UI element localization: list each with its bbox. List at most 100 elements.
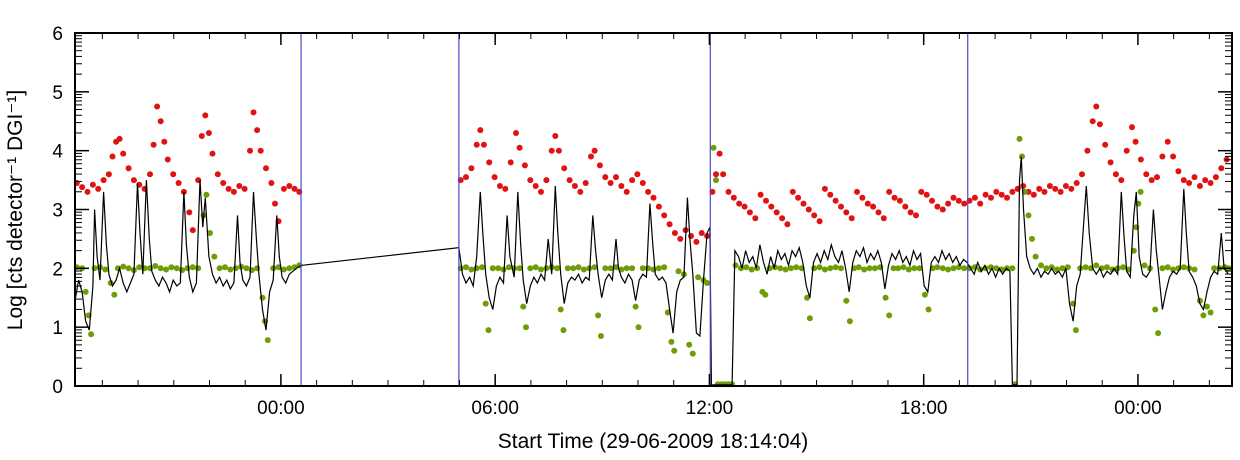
- point-high-rate-detector-red: [1159, 153, 1166, 160]
- point-high-rate-detector-red: [1137, 156, 1144, 163]
- point-high-rate-detector-red: [1148, 177, 1155, 184]
- point-high-rate-detector-red: [821, 185, 828, 192]
- point-low-rate-detector-green: [993, 265, 1000, 272]
- point-high-rate-detector-red: [521, 162, 528, 169]
- point-low-rate-detector-green: [806, 315, 813, 322]
- point-high-rate-detector-red: [645, 188, 652, 195]
- point-high-rate-detector-red: [688, 233, 694, 239]
- point-low-rate-detector-green: [838, 265, 844, 272]
- point-high-rate-detector-red: [1102, 141, 1109, 148]
- point-high-rate-detector-red: [816, 218, 823, 225]
- point-low-rate-detector-green: [259, 294, 266, 301]
- point-high-rate-detector-red: [800, 200, 807, 207]
- point-high-rate-detector-red: [236, 183, 243, 189]
- point-high-rate-detector-red: [552, 133, 559, 139]
- point-high-rate-detector-red: [105, 171, 112, 178]
- point-high-rate-detector-red: [1180, 177, 1187, 184]
- point-high-rate-detector-red: [789, 188, 796, 195]
- point-low-rate-detector-green: [1025, 212, 1032, 219]
- point-low-rate-detector-green: [1180, 264, 1187, 271]
- point-low-rate-detector-green: [1082, 264, 1089, 271]
- point-high-rate-detector-red: [175, 180, 182, 186]
- point-high-rate-detector-red: [120, 150, 127, 157]
- point-high-rate-detector-red: [198, 133, 205, 139]
- point-high-rate-detector-red: [463, 174, 469, 181]
- y-tick-label: 6: [52, 24, 63, 45]
- point-high-rate-detector-red: [795, 194, 802, 201]
- point-high-rate-detector-red: [1186, 180, 1193, 186]
- point-low-rate-detector-green: [111, 291, 118, 298]
- point-low-rate-detector-green: [1164, 264, 1171, 271]
- point-low-rate-detector-green: [207, 230, 213, 236]
- point-high-rate-detector-red: [923, 191, 930, 198]
- point-high-rate-detector-red: [582, 180, 589, 186]
- point-high-rate-detector-red: [477, 127, 484, 134]
- point-low-rate-detector-green: [222, 264, 228, 271]
- point-high-rate-detector-red: [566, 177, 573, 184]
- point-low-rate-detector-green: [686, 341, 693, 348]
- point-high-rate-detector-red: [634, 171, 641, 178]
- point-high-rate-detector-red: [961, 200, 968, 207]
- point-high-rate-detector-red: [955, 197, 962, 204]
- point-high-rate-detector-red: [561, 165, 568, 172]
- point-high-rate-detector-red: [811, 212, 818, 219]
- point-high-rate-detector-red: [902, 203, 909, 210]
- point-high-rate-detector-red: [130, 177, 137, 184]
- point-low-rate-detector-green: [570, 265, 577, 272]
- point-low-rate-detector-green: [195, 265, 202, 272]
- x-tick-label: 06:00: [471, 398, 519, 419]
- point-low-rate-detector-green: [827, 265, 834, 272]
- point-high-rate-detector-red: [100, 177, 107, 184]
- point-low-rate-detector-green: [961, 265, 968, 272]
- point-low-rate-detector-green: [516, 265, 523, 272]
- y-tick-label: 0: [52, 377, 63, 398]
- point-high-rate-detector-red: [577, 188, 584, 195]
- point-high-rate-detector-red: [838, 203, 844, 210]
- point-high-rate-detector-red: [784, 221, 791, 228]
- point-high-rate-detector-red: [1073, 180, 1080, 186]
- point-high-rate-detector-red: [157, 118, 164, 125]
- point-high-rate-detector-red: [1191, 174, 1198, 181]
- point-high-rate-detector-red: [773, 209, 780, 216]
- point-high-rate-detector-red: [848, 215, 855, 222]
- point-high-rate-detector-red: [571, 183, 578, 189]
- point-high-rate-detector-red: [220, 180, 227, 186]
- point-high-rate-detector-red: [532, 183, 539, 189]
- point-low-rate-detector-green: [793, 264, 800, 271]
- point-high-rate-detector-red: [241, 185, 248, 192]
- point-high-rate-detector-red: [720, 171, 727, 178]
- point-high-rate-detector-red: [736, 200, 743, 207]
- point-high-rate-detector-red: [230, 188, 237, 195]
- point-low-rate-detector-green: [861, 266, 868, 273]
- point-low-rate-detector-green: [243, 265, 250, 272]
- point-high-rate-detector-red: [79, 184, 86, 191]
- point-high-rate-detector-red: [84, 188, 91, 195]
- point-low-rate-detector-green: [895, 265, 902, 272]
- point-low-rate-detector-green: [163, 266, 170, 273]
- point-low-rate-detector-green: [286, 265, 293, 272]
- point-low-rate-detector-green: [264, 337, 271, 344]
- x-axis-label: Start Time (29-06-2009 18:14:04): [498, 430, 809, 453]
- point-high-rate-detector-red: [1096, 121, 1103, 128]
- point-high-rate-detector-red: [1036, 185, 1043, 192]
- point-low-rate-detector-green: [661, 264, 668, 271]
- point-low-rate-detector-green: [777, 265, 784, 272]
- point-high-rate-detector-red: [693, 238, 700, 245]
- point-low-rate-detector-green: [157, 265, 164, 272]
- point-low-rate-detector-green: [668, 338, 675, 345]
- point-low-rate-detector-green: [485, 327, 492, 334]
- point-low-rate-detector-green: [1204, 303, 1210, 310]
- point-low-rate-detector-green: [689, 350, 696, 357]
- point-high-rate-detector-red: [1143, 171, 1150, 178]
- point-high-rate-detector-red: [161, 138, 168, 145]
- point-high-rate-detector-red: [1196, 183, 1203, 189]
- point-high-rate-detector-red: [859, 194, 866, 201]
- point-high-rate-detector-red: [1132, 138, 1139, 145]
- point-high-rate-detector-red: [875, 209, 882, 216]
- point-low-rate-detector-green: [179, 267, 186, 274]
- point-low-rate-detector-green: [950, 265, 957, 272]
- point-high-rate-detector-red: [1212, 174, 1219, 181]
- point-high-rate-detector-red: [1089, 118, 1096, 125]
- point-low-rate-detector-green: [560, 327, 567, 334]
